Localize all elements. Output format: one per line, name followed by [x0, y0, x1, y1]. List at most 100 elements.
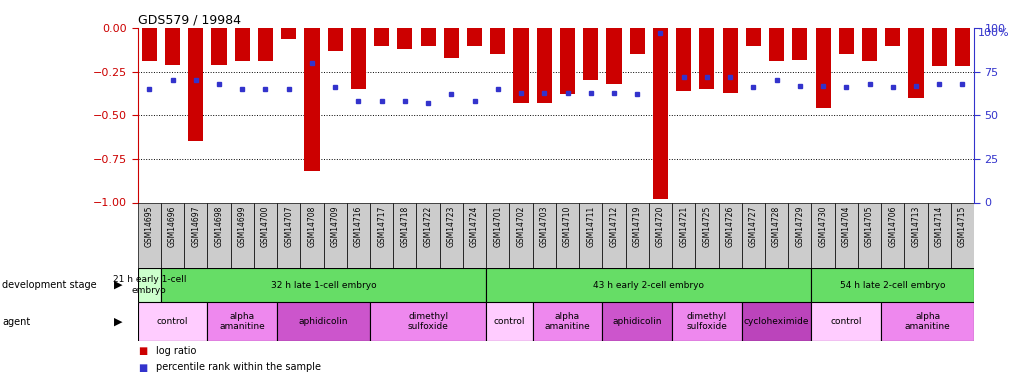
- Text: aphidicolin: aphidicolin: [611, 317, 661, 326]
- Text: 54 h late 2-cell embryo: 54 h late 2-cell embryo: [840, 280, 945, 290]
- Bar: [351, 28, 366, 89]
- Text: GSM14730: GSM14730: [818, 206, 826, 247]
- Text: GSM14710: GSM14710: [562, 206, 572, 247]
- Bar: [652, 28, 667, 199]
- Bar: [536, 28, 551, 103]
- FancyBboxPatch shape: [138, 268, 161, 302]
- FancyBboxPatch shape: [370, 202, 393, 268]
- Bar: [490, 28, 504, 54]
- Text: GSM14722: GSM14722: [423, 206, 432, 247]
- Bar: [397, 28, 412, 49]
- Bar: [768, 28, 784, 61]
- FancyBboxPatch shape: [672, 302, 741, 341]
- Bar: [513, 28, 528, 103]
- Text: GSM14709: GSM14709: [330, 206, 339, 247]
- FancyBboxPatch shape: [207, 202, 230, 268]
- FancyBboxPatch shape: [811, 268, 973, 302]
- FancyBboxPatch shape: [811, 302, 880, 341]
- Text: ■: ■: [138, 363, 147, 372]
- Bar: [189, 28, 203, 141]
- FancyBboxPatch shape: [695, 202, 717, 268]
- Text: log ratio: log ratio: [156, 346, 197, 355]
- Text: GSM14727: GSM14727: [748, 206, 757, 247]
- Bar: [908, 28, 922, 98]
- FancyBboxPatch shape: [741, 202, 764, 268]
- FancyBboxPatch shape: [439, 202, 463, 268]
- FancyBboxPatch shape: [764, 202, 788, 268]
- FancyBboxPatch shape: [277, 302, 370, 341]
- FancyBboxPatch shape: [300, 202, 323, 268]
- Text: cycloheximide: cycloheximide: [743, 317, 808, 326]
- Text: GSM14703: GSM14703: [539, 206, 548, 247]
- FancyBboxPatch shape: [230, 202, 254, 268]
- Bar: [629, 28, 644, 54]
- Text: GSM14726: GSM14726: [725, 206, 734, 247]
- Bar: [374, 28, 389, 46]
- Text: GSM14705: GSM14705: [864, 206, 873, 247]
- Bar: [559, 28, 575, 94]
- Text: 32 h late 1-cell embryo: 32 h late 1-cell embryo: [270, 280, 376, 290]
- FancyBboxPatch shape: [880, 302, 973, 341]
- FancyBboxPatch shape: [950, 202, 973, 268]
- Bar: [745, 28, 760, 46]
- Text: GSM14697: GSM14697: [192, 206, 200, 247]
- Text: control: control: [829, 317, 861, 326]
- Bar: [258, 28, 273, 61]
- FancyBboxPatch shape: [463, 202, 486, 268]
- Text: GSM14698: GSM14698: [214, 206, 223, 247]
- Bar: [792, 28, 807, 60]
- Text: GSM14716: GSM14716: [354, 206, 363, 247]
- Bar: [606, 28, 621, 84]
- Text: GSM14725: GSM14725: [702, 206, 710, 247]
- FancyBboxPatch shape: [138, 302, 207, 341]
- Text: GSM14719: GSM14719: [632, 206, 641, 247]
- Bar: [721, 28, 737, 93]
- FancyBboxPatch shape: [602, 302, 672, 341]
- FancyBboxPatch shape: [857, 202, 880, 268]
- Text: development stage: development stage: [2, 280, 97, 290]
- Text: GSM14712: GSM14712: [609, 206, 618, 247]
- FancyBboxPatch shape: [648, 202, 672, 268]
- Text: GSM14723: GSM14723: [446, 206, 455, 247]
- Text: GSM14695: GSM14695: [145, 206, 154, 247]
- Text: alpha
amanitine: alpha amanitine: [904, 312, 950, 331]
- FancyBboxPatch shape: [904, 202, 926, 268]
- Bar: [327, 28, 342, 51]
- Text: GSM14713: GSM14713: [911, 206, 919, 247]
- Text: ▶: ▶: [114, 316, 122, 327]
- Text: dimethyl
sulfoxide: dimethyl sulfoxide: [686, 312, 727, 331]
- FancyBboxPatch shape: [184, 202, 207, 268]
- FancyBboxPatch shape: [277, 202, 300, 268]
- Text: GSM14700: GSM14700: [261, 206, 270, 247]
- Text: 100%: 100%: [977, 28, 1009, 38]
- Bar: [583, 28, 598, 81]
- Text: GSM14707: GSM14707: [284, 206, 292, 247]
- Text: control: control: [493, 317, 525, 326]
- Bar: [304, 28, 319, 171]
- FancyBboxPatch shape: [207, 302, 277, 341]
- FancyBboxPatch shape: [486, 268, 811, 302]
- Text: 43 h early 2-cell embryo: 43 h early 2-cell embryo: [593, 280, 704, 290]
- FancyBboxPatch shape: [555, 202, 579, 268]
- FancyBboxPatch shape: [416, 202, 439, 268]
- FancyBboxPatch shape: [486, 302, 532, 341]
- FancyBboxPatch shape: [579, 202, 602, 268]
- FancyBboxPatch shape: [393, 202, 416, 268]
- Bar: [443, 28, 459, 58]
- FancyBboxPatch shape: [370, 302, 486, 341]
- Bar: [884, 28, 900, 46]
- FancyBboxPatch shape: [508, 202, 532, 268]
- Bar: [676, 28, 691, 91]
- Text: GSM14702: GSM14702: [516, 206, 525, 247]
- Bar: [930, 28, 946, 66]
- FancyBboxPatch shape: [625, 202, 648, 268]
- Text: GSM14720: GSM14720: [655, 206, 664, 247]
- FancyBboxPatch shape: [602, 202, 625, 268]
- Text: GDS579 / 19984: GDS579 / 19984: [138, 14, 240, 27]
- Bar: [815, 28, 829, 108]
- Bar: [861, 28, 876, 61]
- Bar: [699, 28, 713, 89]
- FancyBboxPatch shape: [532, 302, 602, 341]
- FancyBboxPatch shape: [323, 202, 346, 268]
- Bar: [954, 28, 969, 66]
